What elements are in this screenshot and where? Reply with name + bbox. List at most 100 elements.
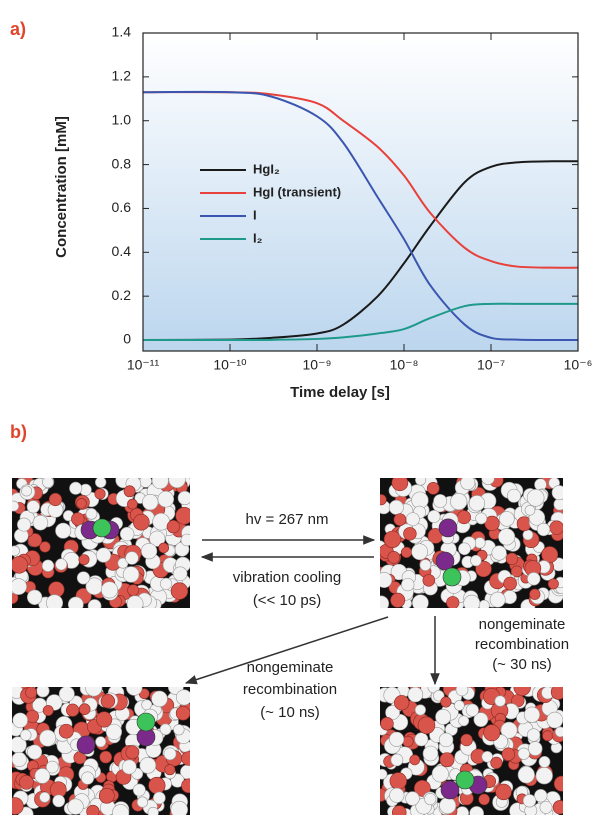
atom: [489, 591, 506, 608]
atom: [481, 478, 495, 485]
atom: [166, 520, 180, 534]
atom: [127, 498, 138, 510]
atom: [94, 478, 107, 488]
atom: [455, 770, 475, 790]
atom: [389, 787, 405, 803]
atom: [413, 779, 431, 797]
atom: [39, 729, 57, 747]
atom: [458, 715, 470, 727]
atom: [385, 705, 400, 720]
atom: [173, 724, 185, 736]
atom: [52, 794, 66, 808]
atom: [411, 543, 429, 561]
atom: [92, 518, 112, 538]
atom: [507, 488, 521, 503]
atom: [524, 504, 536, 516]
series-line: [142, 91, 579, 269]
atom: [458, 542, 471, 556]
molecule-image: [12, 687, 190, 815]
atom: [460, 733, 473, 747]
atom: [494, 695, 506, 707]
atom: [438, 732, 454, 748]
atom: [12, 578, 27, 595]
atom: [170, 582, 189, 600]
atom: [98, 787, 115, 804]
atom: [136, 712, 156, 732]
atom: [41, 559, 55, 572]
arrow-label: (<< 10 ps): [253, 592, 321, 609]
atom: [435, 709, 452, 725]
atom: [426, 482, 440, 495]
atom: [455, 687, 469, 697]
atom: [139, 757, 157, 774]
atom: [78, 554, 90, 566]
atom: [149, 530, 166, 547]
atom: [536, 522, 551, 537]
atom: [45, 594, 64, 608]
atom: [490, 756, 503, 769]
series-line: [142, 302, 578, 342]
plot-frame: [142, 32, 579, 352]
atom: [390, 592, 406, 608]
atom: [523, 706, 541, 723]
atom: [17, 517, 31, 532]
atom: [85, 687, 103, 697]
atom: [478, 599, 490, 608]
atom: [12, 797, 24, 815]
chart: 0 0.2 0.4 0.6 0.8 1.0 1.2 1.4 10⁻¹¹ 10⁻¹⁰ 10⁻⁹ 10⁻⁸…: [112, 24, 593, 373]
atom: [439, 752, 455, 768]
atom: [527, 572, 541, 586]
panel-label: a): [10, 19, 26, 39]
atom: [380, 571, 393, 588]
atom: [34, 768, 51, 784]
atom: [26, 500, 40, 514]
atom: [76, 571, 91, 585]
atom: [46, 760, 59, 774]
atom: [380, 494, 387, 506]
atom: [468, 495, 486, 512]
legend-label: HgI₂: [253, 161, 280, 176]
atom: [541, 546, 559, 563]
atom: [151, 478, 169, 490]
atom: [460, 478, 476, 491]
atom: [42, 478, 54, 489]
atom: [36, 687, 50, 698]
arrow-label: hv = 267 nm: [246, 511, 329, 528]
atom: [550, 687, 563, 700]
atom: [153, 791, 166, 805]
atom: [470, 554, 482, 567]
atom: [86, 804, 100, 815]
atom: [473, 712, 489, 727]
arrow-label: nongeminate: [479, 616, 566, 633]
atom: [539, 800, 553, 814]
y-tick-label: 1.4: [112, 24, 132, 40]
arrow-label: vibration cooling: [233, 569, 341, 586]
atom: [401, 577, 415, 592]
atom: [414, 704, 426, 716]
atom: [42, 705, 54, 716]
y-tick-label: 0.4: [112, 243, 132, 259]
atom: [123, 485, 136, 498]
molecule-image: [12, 478, 190, 608]
atom: [440, 780, 460, 800]
atom: [414, 732, 429, 747]
atom: [422, 574, 436, 587]
atom: [151, 690, 168, 708]
atom: [529, 588, 541, 600]
atom: [95, 736, 107, 748]
atom: [27, 533, 42, 548]
atom: [527, 728, 541, 742]
atom: [427, 510, 441, 524]
atom: [393, 513, 407, 526]
atom: [76, 735, 96, 755]
atom: [517, 766, 535, 784]
atom: [94, 488, 106, 500]
y-axis-label: Concentration [mM]: [53, 116, 70, 258]
atom: [498, 528, 516, 546]
atom: [440, 696, 452, 708]
atom: [549, 520, 563, 535]
atom: [127, 584, 140, 597]
atom: [431, 765, 449, 783]
atom: [100, 581, 119, 599]
